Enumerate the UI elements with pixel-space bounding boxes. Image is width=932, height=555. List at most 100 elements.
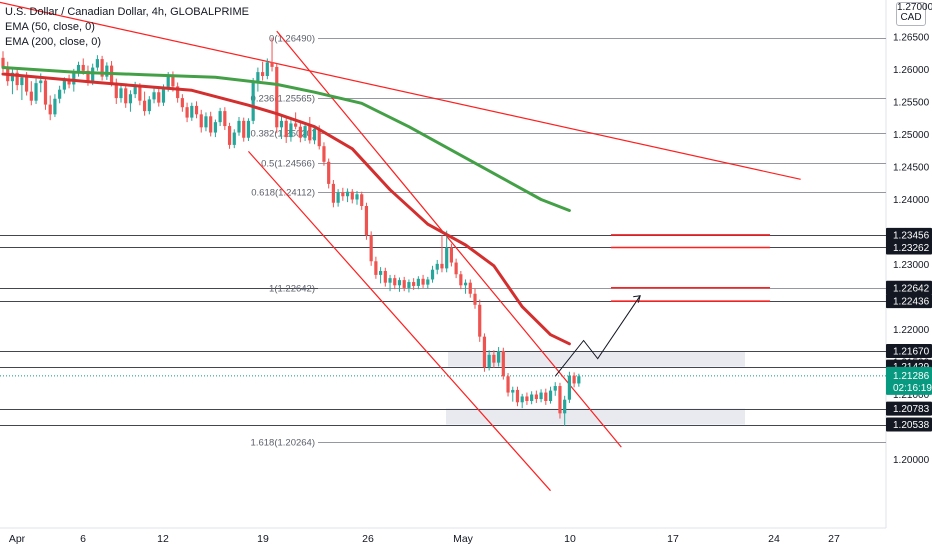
candle-body[interactable] (534, 394, 538, 400)
level-price-tag[interactable] (886, 417, 932, 432)
candle-body[interactable] (176, 86, 180, 99)
candle-body[interactable] (147, 99, 151, 112)
candle-body[interactable] (1, 57, 5, 67)
candle-body[interactable] (67, 79, 71, 85)
candle-body[interactable] (383, 271, 387, 283)
candle-body[interactable] (572, 375, 576, 384)
currency-button[interactable]: 1.27000 CAD (896, 2, 932, 26)
level-price-tag[interactable] (886, 294, 932, 309)
candle-body[interactable] (114, 82, 118, 99)
candle-body[interactable] (39, 80, 43, 84)
candle-body[interactable] (105, 65, 109, 77)
candle-body[interactable] (128, 94, 133, 104)
candle-body[interactable] (558, 386, 562, 414)
candle-body[interactable] (407, 282, 411, 288)
candle-body[interactable] (459, 274, 463, 286)
candle-body[interactable] (397, 280, 402, 286)
candle-body[interactable] (62, 79, 66, 90)
candle-body[interactable] (298, 126, 302, 138)
candle-body[interactable] (43, 80, 48, 105)
candle-body[interactable] (270, 62, 274, 67)
candle-body[interactable] (185, 107, 189, 118)
candle-body[interactable] (204, 116, 208, 128)
candle-body[interactable] (91, 67, 95, 82)
candle-body[interactable] (539, 392, 543, 400)
level-price-tag[interactable] (886, 343, 932, 358)
candle-body[interactable] (322, 146, 326, 162)
candle-body[interactable] (20, 77, 24, 86)
current-price-tag[interactable] (886, 366, 932, 395)
candle-body[interactable] (294, 123, 298, 127)
candle-body[interactable] (227, 126, 232, 145)
candle-body[interactable] (218, 111, 222, 123)
candle-body[interactable] (563, 399, 567, 414)
candle-body[interactable] (284, 120, 288, 138)
candle-body[interactable] (463, 282, 468, 286)
candle-body[interactable] (388, 278, 392, 283)
candle-body[interactable] (261, 72, 265, 76)
candle-body[interactable] (379, 271, 383, 275)
candle-body[interactable] (515, 389, 520, 403)
candle-body[interactable] (157, 92, 161, 103)
candle-body[interactable] (58, 89, 62, 99)
candle-body[interactable] (430, 269, 435, 280)
candle-body[interactable] (237, 120, 241, 133)
candle-body[interactable] (553, 386, 557, 391)
candle-body[interactable] (303, 126, 307, 138)
ema200-legend[interactable]: EMA (200, close, 0) (5, 36, 101, 48)
candle-body[interactable] (246, 120, 251, 138)
level-price-tag[interactable] (886, 401, 932, 416)
level-price-tag[interactable] (886, 227, 932, 242)
candle-body[interactable] (34, 83, 38, 101)
candle-body[interactable] (478, 304, 482, 337)
candle-body[interactable] (341, 192, 345, 197)
candle-body[interactable] (567, 375, 571, 400)
candle-body[interactable] (180, 98, 184, 108)
candle-body[interactable] (100, 59, 104, 77)
candle-body[interactable] (15, 72, 19, 86)
candle-body[interactable] (124, 88, 128, 104)
candle-body[interactable] (364, 206, 369, 236)
candle-body[interactable] (445, 247, 449, 269)
candle-body[interactable] (308, 126, 312, 141)
candle-body[interactable] (577, 376, 581, 384)
descending-trend-line[interactable] (0, 0, 801, 180)
candle-body[interactable] (190, 105, 194, 118)
candle-body[interactable] (336, 192, 340, 203)
candle-body[interactable] (374, 261, 378, 275)
candle-body[interactable] (199, 114, 203, 128)
candle-body[interactable] (511, 389, 515, 393)
candle-body[interactable] (492, 354, 496, 363)
candle-body[interactable] (369, 235, 373, 262)
channel-lower-line[interactable] (247, 151, 551, 492)
candle-body[interactable] (393, 278, 397, 286)
candle-body[interactable] (440, 263, 444, 269)
level-price-tag[interactable] (886, 280, 932, 295)
candle-body[interactable] (312, 128, 317, 141)
candle-body[interactable] (435, 263, 439, 270)
candle-body[interactable] (454, 262, 458, 275)
candle-body[interactable] (72, 72, 76, 85)
candle-body[interactable] (487, 354, 491, 368)
candle-body[interactable] (232, 132, 236, 145)
candle-body[interactable] (289, 123, 293, 138)
candle-body[interactable] (350, 191, 354, 200)
candle-body[interactable] (133, 86, 137, 95)
candle-body[interactable] (355, 194, 359, 200)
candle-body[interactable] (317, 128, 321, 147)
candle-body[interactable] (482, 336, 487, 368)
candle-body[interactable] (265, 62, 269, 76)
zone-box[interactable] (448, 350, 745, 367)
ema50-legend[interactable]: EMA (50, close, 0) (5, 21, 95, 33)
candle-body[interactable] (209, 116, 213, 133)
candle-body[interactable] (81, 64, 85, 71)
candle-body[interactable] (171, 76, 175, 87)
candle-body[interactable] (468, 282, 472, 294)
candle-body[interactable] (166, 76, 170, 89)
candle-body[interactable] (138, 86, 142, 101)
candle-body[interactable] (242, 120, 246, 138)
candle-body[interactable] (251, 81, 255, 121)
level-price-tag[interactable] (886, 240, 932, 255)
